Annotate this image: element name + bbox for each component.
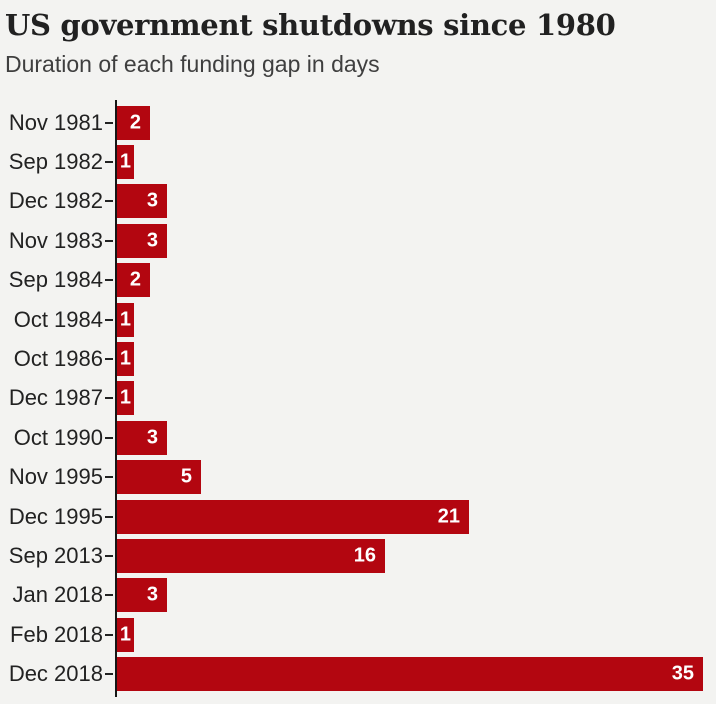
chart-header: US government shutdowns since 1980 Durat…: [0, 0, 716, 78]
chart-row: Nov 1983 3: [0, 221, 716, 260]
bar-oct-1990: 3: [117, 420, 167, 455]
category-label: Nov 1983: [8, 227, 103, 253]
category-label: Oct 1984: [13, 306, 103, 332]
chart-row: Feb 2018 1: [0, 615, 716, 654]
axis-tick: [105, 633, 113, 636]
axis-tick: [105, 279, 113, 282]
bar-oct-1986: 1: [117, 342, 134, 377]
bar-oct-1984: 1: [117, 302, 134, 337]
axis-tick: [105, 397, 113, 400]
chart-row: Oct 1984 1: [0, 300, 716, 339]
bar-nov-1995: 5: [117, 460, 201, 495]
category-label: Sep 1984: [8, 267, 103, 293]
category-label: Dec 2018: [8, 661, 103, 687]
y-axis-line: [115, 100, 117, 697]
category-label: Feb 2018: [10, 621, 103, 647]
bar-nov-1981: 2: [117, 105, 150, 140]
chart-row: Sep 1982 1: [0, 142, 716, 181]
axis-tick: [105, 515, 113, 518]
bar-jan-2018: 3: [117, 578, 167, 613]
axis-tick: [105, 673, 113, 676]
bar-value-label: 2: [129, 111, 141, 134]
bar-value-label: 3: [146, 583, 158, 606]
bar-dec-1982: 3: [117, 184, 167, 219]
bar-value-label: 16: [353, 544, 376, 567]
category-label: Sep 1982: [8, 149, 103, 175]
bar-value-label: 5: [180, 465, 192, 488]
category-label: Dec 1987: [8, 385, 103, 411]
bar-value-label: 1: [119, 623, 131, 646]
bar-sep-2013: 16: [117, 538, 385, 573]
category-label: Nov 1981: [8, 109, 103, 135]
bar-value-label: 3: [146, 229, 158, 252]
chart-rows: Nov 1981 2 Sep 1982 1 Dec 1982 3 Nov 1983 3 Sep …: [0, 100, 716, 694]
category-label: Dec 1982: [8, 188, 103, 214]
axis-tick: [105, 318, 113, 321]
bar-dec-2018: 35: [117, 657, 703, 692]
chart-row: Dec 1995 21: [0, 497, 716, 536]
chart-title: US government shutdowns since 1980: [5, 8, 616, 42]
bar-value-label: 1: [119, 308, 131, 331]
bar-value-label: 1: [119, 347, 131, 370]
chart-row: Dec 1987 1: [0, 379, 716, 418]
axis-tick: [105, 161, 113, 164]
axis-tick: [105, 554, 113, 557]
bar-nov-1983: 3: [117, 223, 167, 258]
bar-value-label: 2: [129, 268, 141, 291]
axis-tick: [105, 476, 113, 479]
chart-row: Dec 1982 3: [0, 182, 716, 221]
category-label: Oct 1986: [13, 346, 103, 372]
chart-row: Oct 1986 1: [0, 339, 716, 378]
category-label: Oct 1990: [13, 424, 103, 450]
category-label: Nov 1995: [8, 464, 103, 490]
axis-tick: [105, 239, 113, 242]
category-label: Jan 2018: [12, 582, 103, 608]
axis-tick: [105, 200, 113, 203]
axis-tick: [105, 121, 113, 124]
chart-row: Nov 1995 5: [0, 458, 716, 497]
chart-row: Nov 1981 2: [0, 103, 716, 142]
chart-subtitle: Duration of each funding gap in days: [5, 51, 380, 77]
bar-feb-2018: 1: [117, 617, 134, 652]
bar-value-label: 1: [119, 386, 131, 409]
bar-sep-1982: 1: [117, 145, 134, 180]
bar-dec-1995: 21: [117, 499, 469, 534]
axis-tick: [105, 436, 113, 439]
chart-row: Sep 2013 16: [0, 536, 716, 575]
bar-value-label: 3: [146, 189, 158, 212]
bar-value-label: 35: [671, 662, 694, 685]
bar-chart: Nov 1981 2 Sep 1982 1 Dec 1982 3 Nov 1983 3 Sep …: [0, 100, 716, 697]
bar-value-label: 1: [119, 150, 131, 173]
chart-row: Oct 1990 3: [0, 418, 716, 457]
chart-row: Jan 2018 3: [0, 576, 716, 615]
axis-tick: [105, 358, 113, 361]
bar-dec-1987: 1: [117, 381, 134, 416]
chart-row: Sep 1984 2: [0, 261, 716, 300]
bar-sep-1984: 2: [117, 263, 150, 298]
chart-row: Dec 2018 35: [0, 654, 716, 693]
category-label: Dec 1995: [8, 503, 103, 529]
category-label: Sep 2013: [8, 542, 103, 568]
bar-value-label: 3: [146, 426, 158, 449]
bar-value-label: 21: [437, 505, 460, 528]
axis-tick: [105, 594, 113, 597]
